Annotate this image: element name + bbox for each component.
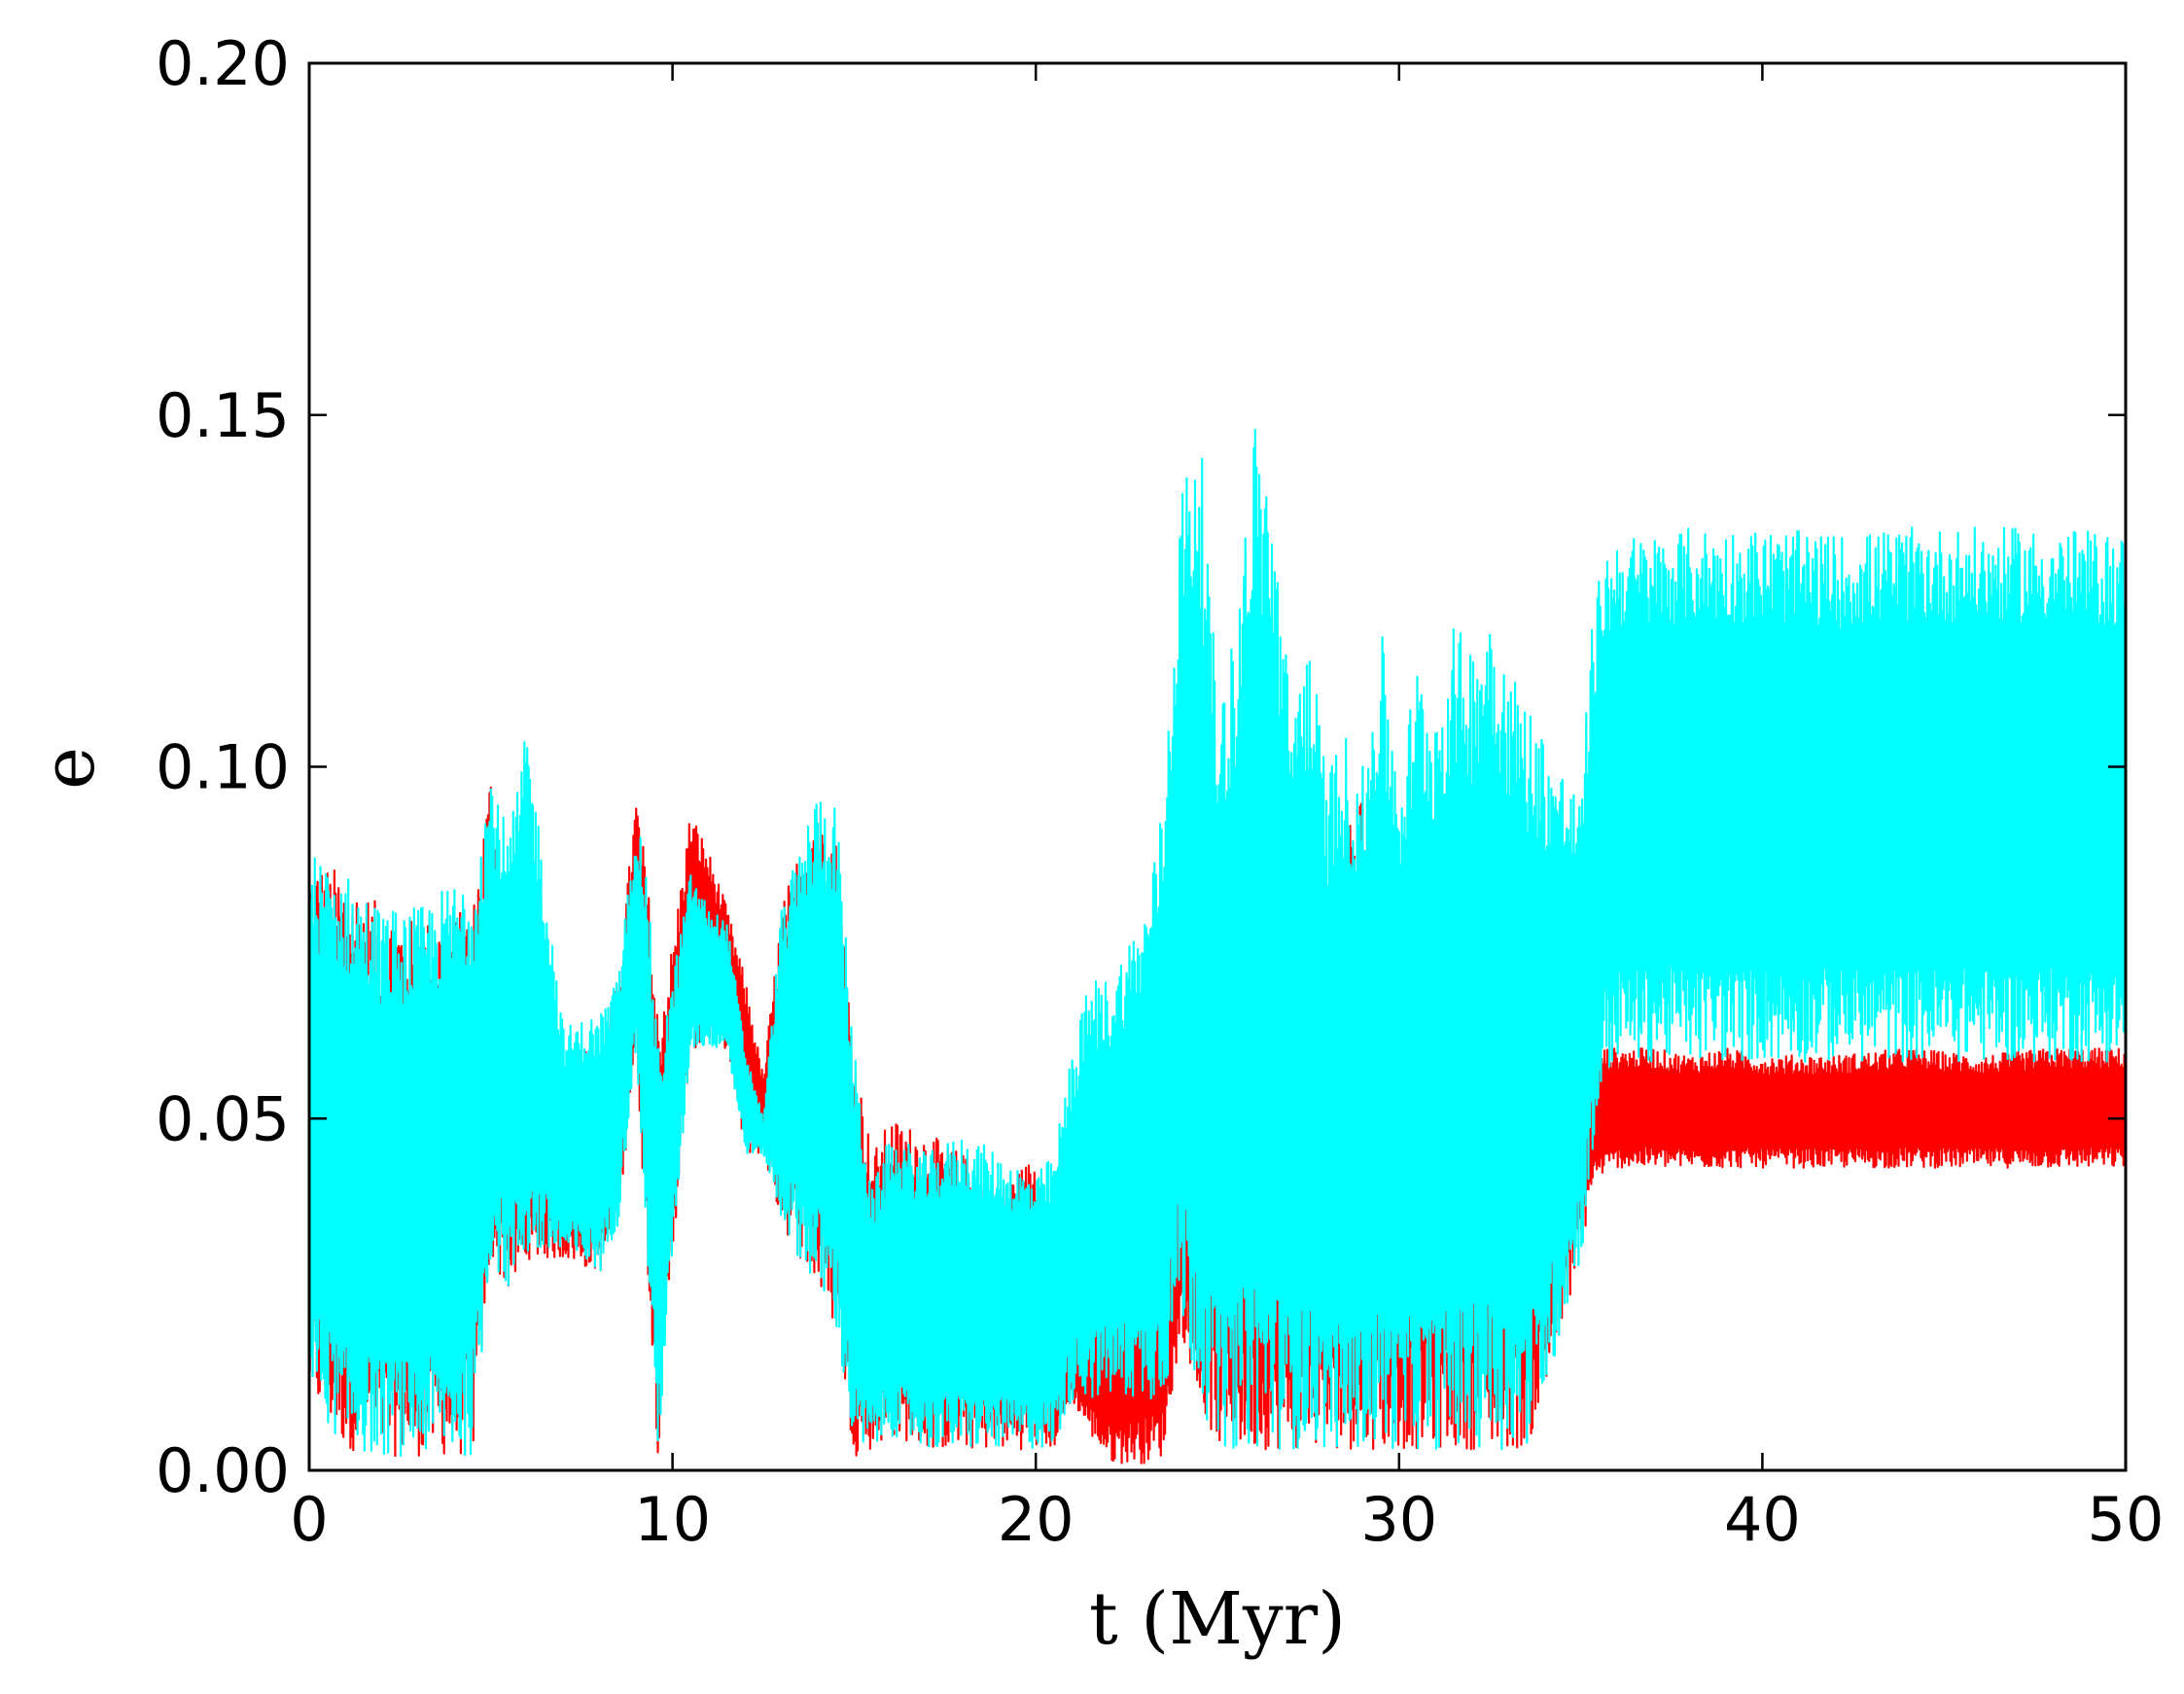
x-tick-label: 20: [998, 1484, 1074, 1555]
y-axis-label: e: [27, 747, 111, 790]
x-axis-label: t (Myr): [1089, 1577, 1346, 1661]
y-tick-label: 0.10: [156, 732, 290, 803]
x-tick-label: 0: [290, 1484, 328, 1555]
ticks-layer: 0 10 20 30 40 50 0.00 0.05 0.10 0.15 0.20: [156, 28, 2165, 1555]
y-tick-label: 0.15: [156, 380, 290, 451]
y-tick-label: 0.00: [156, 1435, 290, 1506]
y-tick-label: 0.20: [156, 28, 290, 99]
x-tick-label: 30: [1360, 1484, 1437, 1555]
x-tick-label: 10: [634, 1484, 711, 1555]
y-tick-label: 0.05: [156, 1083, 290, 1154]
x-tick-label: 40: [1724, 1484, 1801, 1555]
x-tick-label: 50: [2088, 1484, 2165, 1555]
series-layer: [309, 428, 2126, 1465]
series-line-1: [309, 428, 2126, 1457]
